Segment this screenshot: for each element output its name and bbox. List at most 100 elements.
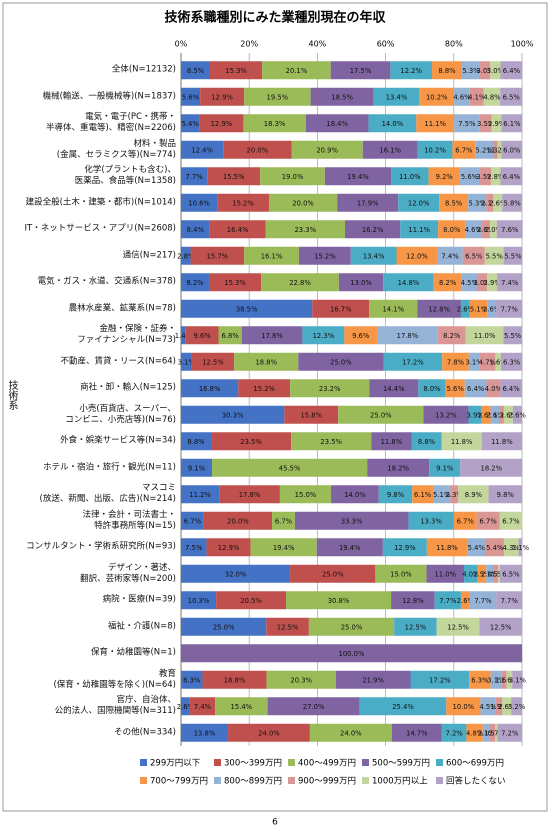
bar-segment — [503, 326, 522, 345]
data-label: 23.3% — [294, 226, 316, 234]
data-label: 5.4% — [468, 544, 486, 552]
bar-segment — [181, 326, 186, 345]
bar-segment — [335, 670, 411, 689]
data-label: 2.3% — [446, 491, 464, 499]
x-tick-label: 40% — [309, 40, 327, 49]
data-label: 9.2% — [436, 173, 454, 181]
data-label: 0.5% — [490, 570, 508, 578]
data-label: 7.5% — [185, 544, 203, 552]
data-label: 0.7% — [488, 729, 506, 737]
data-label: 8.0% — [443, 226, 461, 234]
bar-segment — [267, 697, 360, 716]
bar-segment — [308, 617, 395, 636]
bar-segment — [488, 485, 522, 504]
bar-segment — [298, 352, 384, 371]
category-label: マスコミ (放送、新聞、出版、広告)(N=214) — [39, 483, 176, 505]
data-label: 6.3% — [503, 358, 521, 366]
bar-segment — [489, 723, 496, 742]
data-label: 2.8% — [487, 173, 505, 181]
data-label: 10.3% — [188, 597, 210, 605]
data-label: 4.1% — [468, 93, 486, 101]
bar-segment — [486, 564, 494, 583]
category-label: 官庁、自治体、 公的法人、国際機関等(N=311) — [54, 695, 176, 717]
data-label: 6.0% — [503, 146, 521, 154]
bar-segment — [502, 193, 522, 212]
data-label: 6.4% — [467, 385, 485, 393]
bar-segment — [181, 538, 207, 557]
data-label: 17.2% — [402, 358, 424, 366]
data-label: 9.1% — [436, 464, 454, 472]
data-label: 20.3% — [290, 676, 312, 684]
bar-segment — [426, 564, 465, 583]
bar-segment — [266, 617, 309, 636]
bar-segment — [500, 87, 523, 106]
bar-segment — [208, 273, 262, 292]
data-label: 1.5% — [484, 729, 502, 737]
bar-segment — [497, 723, 522, 742]
data-label: 11.8% — [491, 438, 513, 446]
data-label: 7.7% — [439, 597, 457, 605]
data-label: 2.6% — [177, 703, 195, 711]
data-label: 9.6% — [194, 332, 212, 340]
category-label: 機械(輸送、一般機械等)(N=1837) — [42, 91, 176, 102]
data-label: 1.6% — [501, 676, 519, 684]
legend-swatch — [362, 759, 369, 766]
bar-segment — [411, 432, 442, 451]
data-label: 17.8% — [261, 332, 283, 340]
data-label: 4.3% — [503, 544, 521, 552]
x-tick-label: 80% — [445, 40, 463, 49]
data-label: 6.7% — [455, 146, 473, 154]
category-label: 保育・幼稚園等(N=1) — [90, 647, 176, 658]
bar-segment — [238, 379, 291, 398]
data-label: 17.8% — [239, 491, 261, 499]
bar-segment — [462, 246, 485, 265]
bar-segment — [260, 167, 325, 186]
bar-segment — [495, 697, 503, 716]
bar-segment — [450, 485, 459, 504]
bar-segment — [484, 246, 504, 265]
data-label: 11.2% — [189, 491, 211, 499]
bar-segment — [417, 299, 461, 318]
data-label: 8.2% — [186, 279, 204, 287]
data-label: 12.5% — [277, 623, 299, 631]
data-label: 4.5% — [479, 703, 497, 711]
data-label: 12.9% — [211, 120, 233, 128]
data-label: 12.0% — [408, 199, 430, 207]
bar-segment — [460, 458, 523, 477]
data-label: 11.1% — [424, 120, 446, 128]
data-label: 7.4% — [194, 703, 212, 711]
bar-segment — [209, 61, 263, 80]
bar-segment — [481, 432, 522, 451]
bar-segment — [219, 485, 280, 504]
bar-segment — [181, 140, 224, 159]
legend-label: 300～399万円 — [224, 759, 282, 769]
bar-segment — [181, 723, 229, 742]
data-label: 32.0% — [225, 570, 247, 578]
bar-segment — [429, 458, 461, 477]
bar-segment — [480, 697, 496, 716]
bar-segment — [396, 246, 438, 265]
data-label: 6.7% — [275, 517, 293, 525]
data-label: 12.3% — [313, 332, 335, 340]
bar-segment — [181, 670, 203, 689]
data-label: 27.0% — [303, 703, 325, 711]
data-label: 11.0% — [474, 332, 496, 340]
data-label: 23.5% — [320, 438, 342, 446]
data-label: 5.8% — [503, 199, 521, 207]
x-tick-label: 20% — [240, 40, 258, 49]
legend-swatch — [214, 777, 221, 784]
bar-segment — [469, 87, 484, 106]
category-label: 通信(N=217) — [122, 250, 176, 261]
bar-segment — [480, 61, 491, 80]
bar-segment — [217, 193, 269, 212]
category-label: コンサルタント・学術系研究所(N=93) — [26, 541, 176, 552]
bar-segment — [391, 591, 435, 610]
bar-segment — [228, 723, 310, 742]
data-label: 2.6% — [486, 411, 504, 419]
bar-segment — [469, 299, 488, 318]
data-label: 4.0% — [462, 570, 480, 578]
bar-segment — [337, 193, 399, 212]
data-label: 8.0% — [423, 385, 441, 393]
data-label: 8.2% — [439, 279, 457, 287]
legend-label: 800～899万円 — [224, 777, 282, 787]
